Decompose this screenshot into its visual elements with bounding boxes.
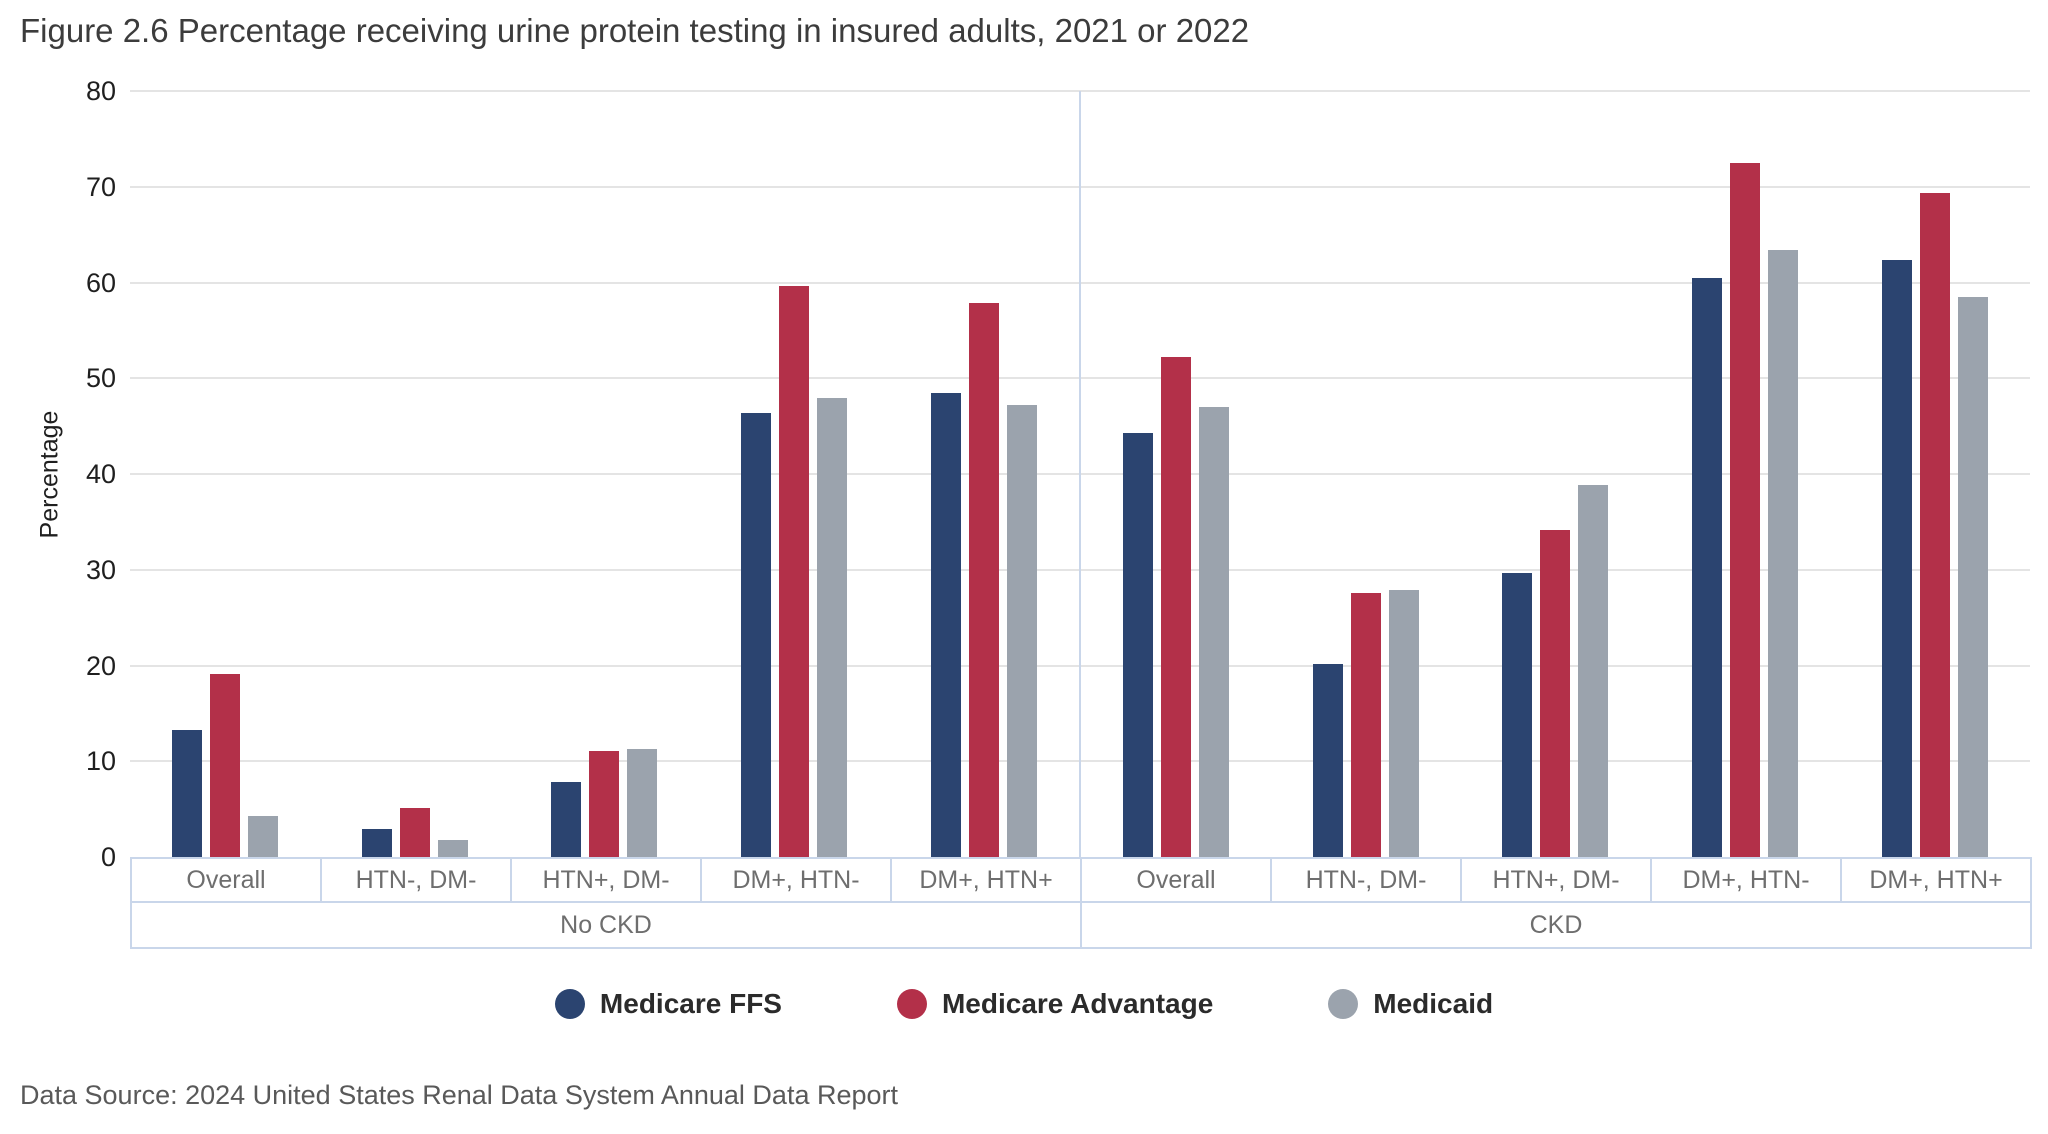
y-tick-label-40: 40 [85,459,116,489]
legend-marker-medicare-advantage [896,989,927,1019]
y-tick-label-0: 0 [100,842,116,872]
bar-medicaid [1768,249,1799,857]
bar-medicare-ffs [171,729,202,857]
category-label-ckd-overall: Overall [1080,859,1270,901]
bar-medicaid [1007,405,1038,857]
y-tick-label-10: 10 [85,746,116,777]
bar-group-no-ckd-overall [130,91,320,857]
bar-group-ckd-htn-dm [1271,91,1461,857]
bar-medicare-advantage [399,808,430,857]
bar-medicare-advantage [589,750,620,857]
y-tick-label-20: 20 [85,650,116,681]
category-label-no-ckd-dm-htn: DM+, HTN+ [890,859,1080,901]
panel-label-no-ckd: No CKD [560,911,652,939]
bar-medicare-ffs [1882,259,1913,857]
y-tick-label-60: 60 [85,267,116,298]
legend-item-medicaid: Medicaid [1328,988,1493,1020]
plot-area [130,90,2030,857]
panel-no-ckd [130,91,1079,857]
bar-medicare-advantage [1160,357,1191,857]
bar-medicaid [627,748,658,857]
bar-group-ckd-dm-htn [1840,91,2030,857]
legend-label-medicare-ffs: Medicare FFS [599,988,782,1019]
chart: Overall HTN-, DM- HTN+, DM- DM+, HTN- DM+, H… [130,90,2032,949]
bar-medicare-advantage [969,302,1000,857]
bar-medicare-ffs [1692,277,1723,857]
panel-label-ckd: CKD [1080,903,2030,947]
bar-group-no-ckd-htn-dm [510,91,700,857]
bar-medicare-ffs [931,392,962,857]
category-label-ckd-htn-dm: HTN+, DM- [1460,859,1650,901]
bar-group-ckd-dm-htn [1650,91,1840,857]
bar-medicare-ffs [551,782,582,857]
y-tick-label-50: 50 [85,363,116,394]
bar-medicare-advantage [1350,592,1381,857]
y-tick-label-80: 80 [85,76,116,106]
panels [130,91,2030,857]
bar-medicaid [437,839,468,857]
bar-medicare-ffs [741,412,772,857]
panel-band: No CKD CKD [130,903,2032,949]
bar-group-no-ckd-dm-htn [699,91,889,857]
bar-medicare-ffs [361,829,392,857]
bar-medicaid [247,815,278,857]
bar-medicare-ffs [1502,572,1533,857]
data-source: Data Source: 2024 United States Renal Da… [20,1080,899,1110]
bar-medicare-advantage [1540,529,1571,857]
y-axis: 0 10 20 30 40 50 60 70 80 [0,76,122,872]
y-tick-label-30: 30 [85,554,116,585]
category-label-no-ckd-htn-dm: HTN-, DM- [320,859,510,901]
category-band: Overall HTN-, DM- HTN+, DM- DM+, HTN- DM+, H… [130,857,2032,903]
legend-item-medicare-advantage: Medicare Advantage [896,988,1214,1020]
bar-medicare-advantage [1920,192,1951,857]
bar-medicaid [1958,296,1989,857]
legend-item-medicare-ffs: Medicare FFS [554,988,782,1020]
category-label-ckd-dm-htn: DM+, HTN- [1650,859,1840,901]
bar-medicare-advantage [1730,162,1761,857]
category-label-no-ckd-dm-htn: DM+, HTN- [700,859,890,901]
panel-ckd [1079,91,2030,857]
y-tick-label-70: 70 [85,171,116,202]
bar-medicare-advantage [779,286,810,857]
legend: Medicare FFS Medicare Advantage Medicaid [0,988,2048,1020]
legend-label-medicare-advantage: Medicare Advantage [941,988,1214,1019]
bar-medicaid [817,398,848,857]
legend-marker-medicare-ffs [554,989,585,1019]
bar-medicaid [1578,484,1609,857]
bar-group-ckd-htn-dm [1461,91,1651,857]
bar-medicare-ffs [1312,663,1343,857]
category-label-ckd-dm-htn: DM+, HTN+ [1840,859,2030,901]
category-label-no-ckd-htn-dm: HTN+, DM- [510,859,700,901]
bar-medicaid [1388,589,1419,857]
bar-group-ckd-overall [1081,91,1271,857]
bar-medicare-ffs [1122,432,1153,857]
bar-group-no-ckd-htn-dm [320,91,510,857]
bar-medicaid [1198,406,1229,857]
category-label-no-ckd-overall: Overall [186,866,266,894]
bar-medicare-advantage [209,674,240,857]
legend-marker-medicaid [1328,989,1359,1019]
bar-group-no-ckd-dm-htn [889,91,1079,857]
legend-label-medicaid: Medicaid [1373,988,1494,1019]
category-label-ckd-htn-dm: HTN-, DM- [1270,859,1460,901]
figure-title: Figure 2.6 Percentage receiving urine pr… [20,12,1250,49]
